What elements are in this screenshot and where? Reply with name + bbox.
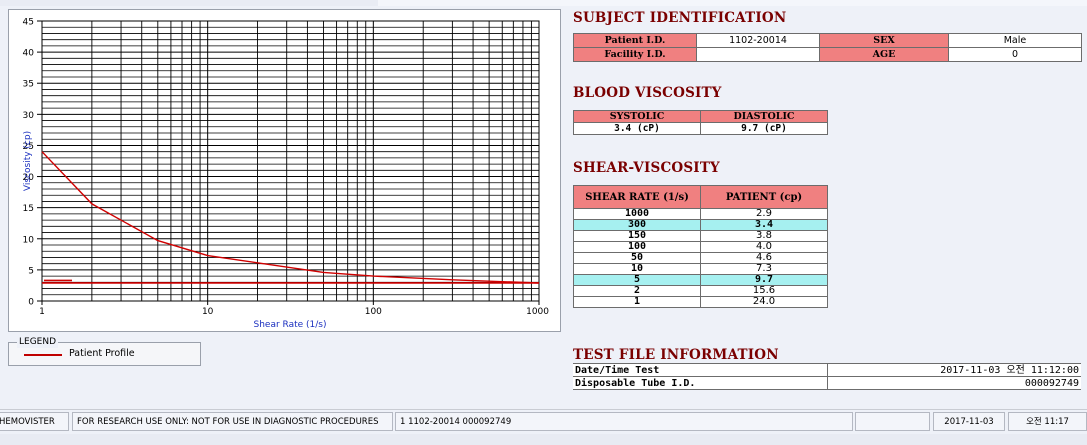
legend: LEGEND Patient Profile [8,336,201,366]
diastolic-value: 9.7 (cP) [700,122,828,135]
shear-rate-cell: 1000 [573,208,701,220]
subject-row-1: Patient I.D. 1102-20014 SEX Male [573,33,1082,48]
shear-header-row: SHEAR RATE (1/s) PATIENT (cp) [573,185,828,209]
shear-rate-cell: 100 [573,241,701,253]
patient-viscosity-cell: 3.8 [700,230,828,242]
viscosity-chart: 0 5 10 15 20 25 30 35 40 45 1 10 100 1000 Shear Rate… [23,18,550,331]
datetime-label: Date/Time Test [573,363,828,377]
shear-row: 100 4.0 [573,241,828,253]
plot-area [41,20,540,302]
y-tick-label: 10 [23,235,35,245]
tube-row: Disposable Tube I.D. 000092749 [573,376,1081,390]
systolic-value: 3.4 (cP) [573,122,701,135]
y-tick-label: 20 [23,173,35,183]
series [41,151,540,284]
blood-viscosity-title: BLOOD VISCOSITY [573,85,722,101]
status-empty [855,412,930,431]
shear-row: 10 7.3 [573,263,828,275]
y-tick-label: 25 [23,142,34,152]
status-record: 1 1102-20014 000092749 [395,412,853,431]
datetime-row: Date/Time Test 2017-11-03 오전 11:12:00 [573,363,1081,377]
shear-row: 150 3.8 [573,230,828,242]
subject-row-2: Facility I.D. AGE 0 [573,47,1082,62]
diastolic-label: DIASTOLIC [700,110,828,123]
status-date: 2017-11-03 [933,412,1005,431]
datetime-value: 2017-11-03 오전 11:12:00 [827,363,1081,377]
y-tick-label: 0 [28,298,34,308]
shear-row: 1 24.0 [573,296,828,308]
shear-row: 5 9.7 [573,274,828,286]
shear-rate-column-header: SHEAR RATE (1/s) [573,185,701,209]
shear-rate-cell: 2 [573,285,701,297]
legend-title: LEGEND [17,336,59,348]
shear-row: 1000 2.9 [573,208,828,220]
legend-label-patient-profile: Patient Profile [69,348,135,359]
shear-row: 300 3.4 [573,219,828,231]
y-tick-label: 5 [28,266,34,276]
tube-id-label: Disposable Tube I.D. [573,376,828,390]
shear-rate-cell: 5 [573,274,701,286]
sex-value: Male [948,33,1082,48]
legend-swatch-patient-profile [24,354,62,356]
y-tick-label: 40 [23,49,35,59]
shear-rate-cell: 150 [573,230,701,242]
age-value: 0 [948,47,1082,62]
y-ticks: 0 5 10 15 20 25 30 35 40 45 [23,18,42,308]
x-tick-label: 1 [39,307,45,317]
shear-rate-cell: 1 [573,296,701,308]
blood-value-row: 3.4 (cP) 9.7 (cP) [573,122,828,135]
age-label: AGE [819,47,949,62]
shear-row: 50 4.6 [573,252,828,264]
patient-viscosity-cell: 24.0 [700,296,828,308]
systolic-label: SYSTOLIC [573,110,701,123]
sex-label: SEX [819,33,949,48]
patient-viscosity-cell: 15.6 [700,285,828,297]
top-strip [0,0,1087,6]
blood-header-row: SYSTOLIC DIASTOLIC [573,110,828,123]
top-strip-light [378,0,1087,6]
x-tick-label: 1000 [526,307,549,317]
y-axis-label: Viscosity (cp) [23,131,33,191]
patient-viscosity-cell: 3.4 [700,219,828,231]
test-file-information-title: TEST FILE INFORMATION [573,347,779,363]
y-tick-label: 15 [23,204,34,214]
shear-row: 2 15.6 [573,285,828,297]
patient-viscosity-cell: 4.0 [700,241,828,253]
shear-rate-cell: 300 [573,219,701,231]
x-ticks: 1 10 100 1000 [39,301,549,317]
x-axis-label: Shear Rate (1/s) [254,320,327,330]
series-line-patient-profile [41,151,540,284]
viscosity-chart-panel: 0 5 10 15 20 25 30 35 40 45 1 10 100 1000 Shear Rate… [8,9,561,332]
shear-rate-cell: 10 [573,263,701,275]
x-tick-label: 100 [365,307,382,317]
patient-column-header: PATIENT (cp) [700,185,828,209]
x-tick-label: 10 [202,307,214,317]
grid [42,21,539,301]
facility-id-value [696,47,820,62]
shear-viscosity-table: SHEAR RATE (1/s) PATIENT (cp) 1000 2.9 30… [573,185,828,308]
shear-viscosity-title: SHEAR-VISCOSITY [573,160,720,176]
facility-id-label: Facility I.D. [573,47,697,62]
patient-id-label: Patient I.D. [573,33,697,48]
patient-viscosity-cell: 4.6 [700,252,828,264]
subject-identification-title: SUBJECT IDENTIFICATION [573,10,787,26]
patient-id-value: 1102-20014 [696,33,820,48]
patient-viscosity-cell: 2.9 [700,208,828,220]
patient-viscosity-cell: 7.3 [700,263,828,275]
y-tick-label: 30 [23,111,35,121]
bottom-strip [0,434,1087,445]
status-disclaimer: FOR RESEARCH USE ONLY: NOT FOR USE IN DI… [72,412,393,431]
status-time: 오전 11:17 [1008,412,1087,431]
patient-viscosity-cell: 9.7 [700,274,828,286]
test-file-information-table: Date/Time Test 2017-11-03 오전 11:12:00 Di… [573,363,1081,390]
status-app-name: HEMOVISTER [0,412,69,431]
y-tick-label: 45 [23,18,34,28]
tube-id-value: 000092749 [827,376,1081,390]
blood-viscosity-table: SYSTOLIC DIASTOLIC 3.4 (cP) 9.7 (cP) [573,110,828,135]
subject-identification-table: Patient I.D. 1102-20014 SEX Male Facilit… [573,33,1082,62]
status-bar: HEMOVISTER FOR RESEARCH USE ONLY: NOT FO… [0,409,1087,434]
y-tick-label: 35 [23,80,34,90]
shear-rate-cell: 50 [573,252,701,264]
